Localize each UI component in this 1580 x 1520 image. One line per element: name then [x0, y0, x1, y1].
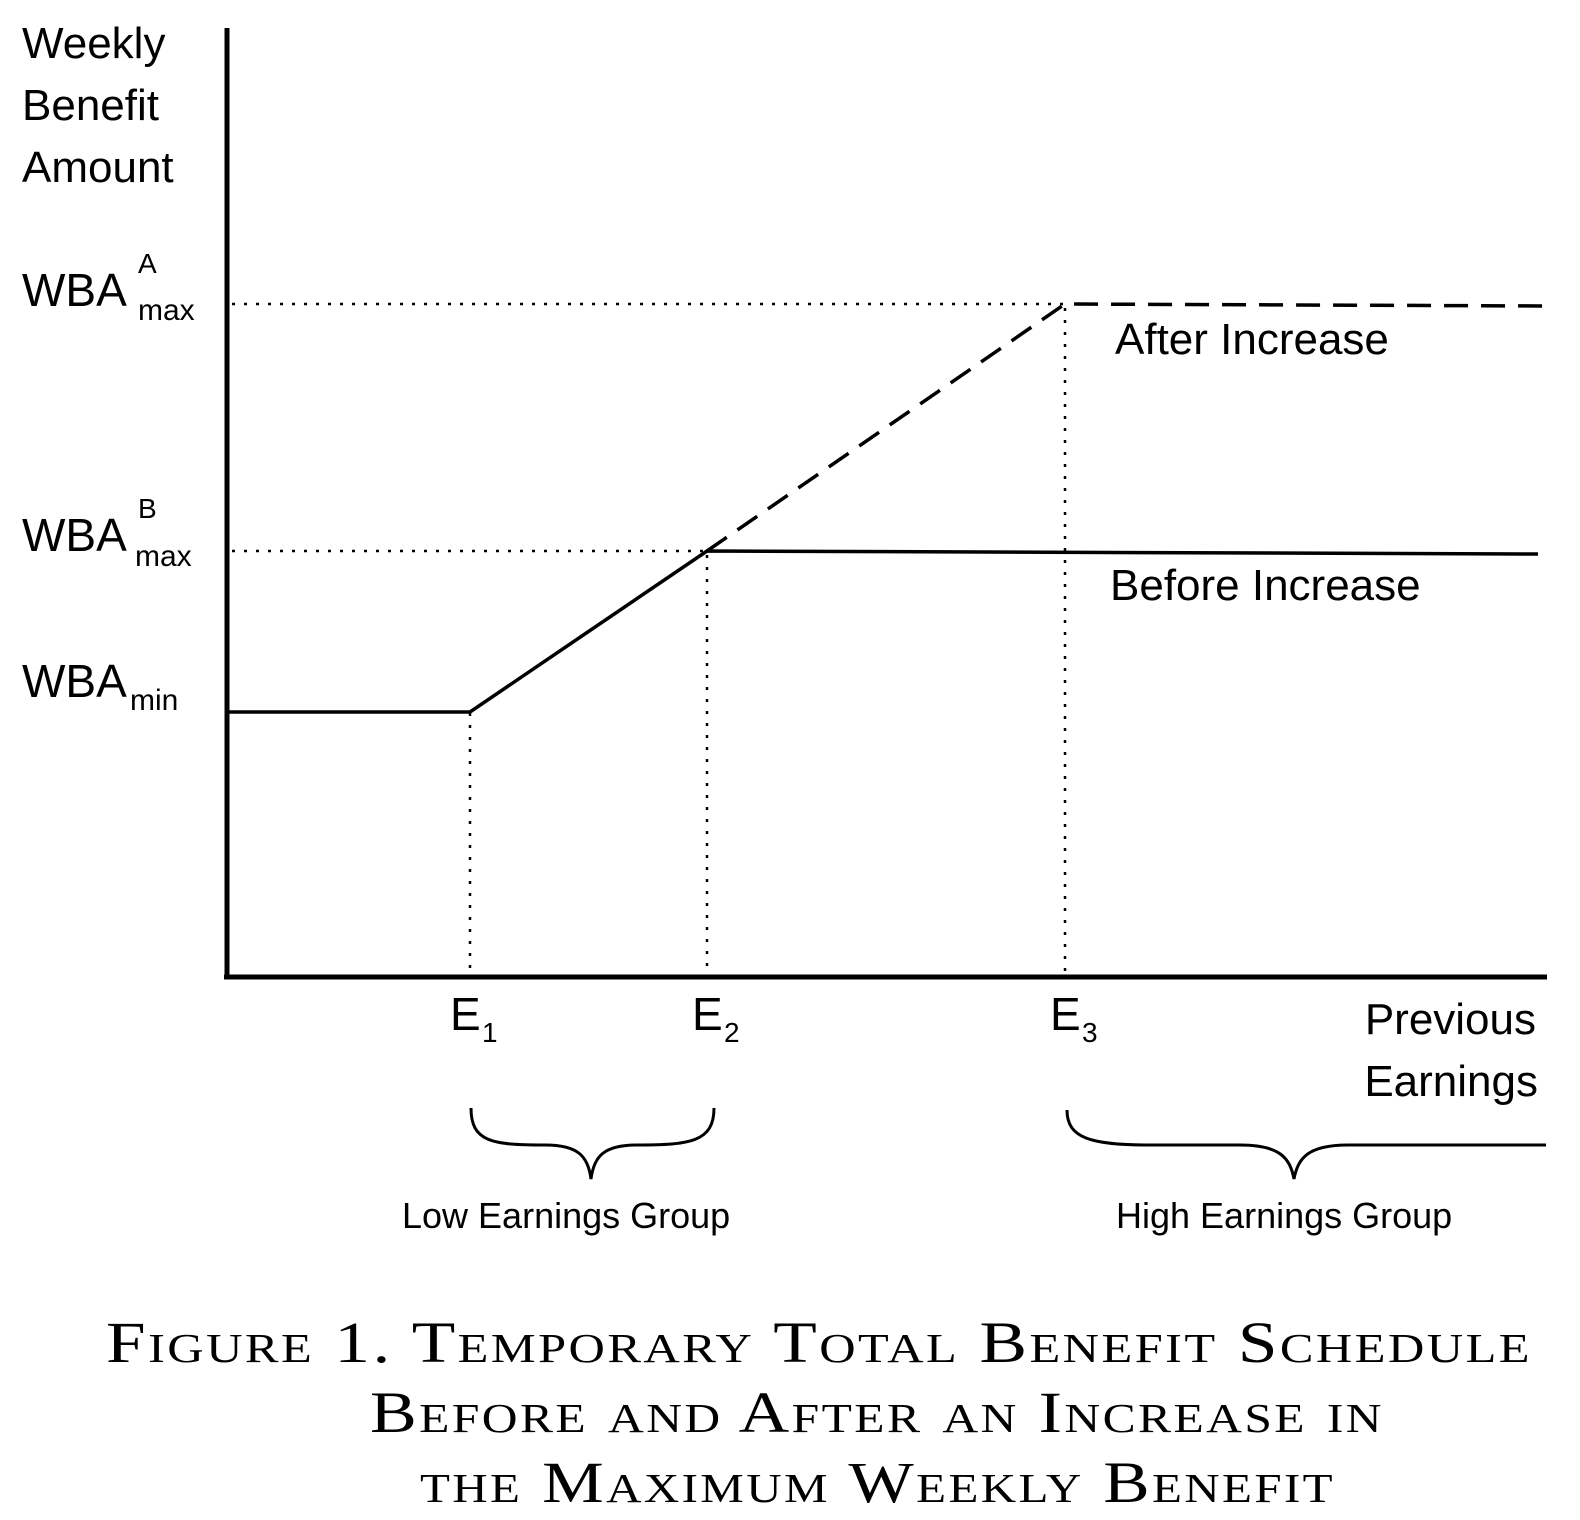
y-tick-wba-min-main: WBA [22, 655, 127, 707]
y-axis-label-line-2: Benefit [22, 81, 159, 130]
low-earnings-brace [469, 1107, 716, 1180]
x-tick-e3-sub: 3 [1082, 1017, 1098, 1048]
x-axis-label-line-2: Earnings [1364, 1057, 1538, 1106]
x-tick-e2-main: E [692, 988, 723, 1040]
figure-caption-line-3: the Maximum Weekly Benefit [420, 1450, 1335, 1515]
low-earnings-group-label: Low Earnings Group [402, 1195, 730, 1236]
before-increase-curve [229, 549, 1539, 714]
before-increase-label: Before Increase [1110, 561, 1421, 610]
y-tick-wba-max-b-sup: B [138, 493, 157, 524]
y-tick-wba-min-sub: min [130, 684, 178, 717]
x-tick-e3: E 3 [1050, 988, 1098, 1048]
after-increase-label: After Increase [1115, 315, 1389, 364]
y-axis-label-line-1: Weekly [22, 19, 165, 68]
figure-caption-line-1: Figure 1. Temporary Total Benefit Schedu… [106, 1310, 1532, 1375]
x-tick-e1-main: E [450, 988, 481, 1040]
after-increase-curve [706, 302, 1546, 553]
x-tick-e2: E 2 [692, 988, 740, 1048]
y-tick-wba-max-a-sub: max [138, 294, 195, 327]
y-tick-wba-max-a-main: WBA [22, 264, 127, 316]
y-axis-label-line-3: Amount [22, 143, 174, 192]
figure-caption-line-2: Before and After an Increase in [370, 1380, 1384, 1445]
x-tick-e2-sub: 2 [724, 1017, 740, 1048]
y-tick-wba-max-a: WBA A max [22, 248, 195, 327]
high-earnings-brace [1065, 1109, 1546, 1180]
high-earnings-group-label: High Earnings Group [1116, 1195, 1452, 1236]
y-tick-wba-max-b: WBA B max [22, 493, 192, 573]
x-tick-e1: E 1 [450, 988, 498, 1048]
x-tick-e1-sub: 1 [482, 1017, 498, 1048]
x-tick-e3-main: E [1050, 988, 1081, 1040]
y-tick-wba-max-b-sub: max [135, 540, 192, 573]
y-tick-wba-max-a-sup: A [138, 248, 157, 279]
x-axis-label-line-1: Previous [1365, 995, 1536, 1044]
y-tick-wba-min: WBA min [22, 655, 178, 717]
y-tick-wba-max-b-main: WBA [22, 509, 127, 561]
